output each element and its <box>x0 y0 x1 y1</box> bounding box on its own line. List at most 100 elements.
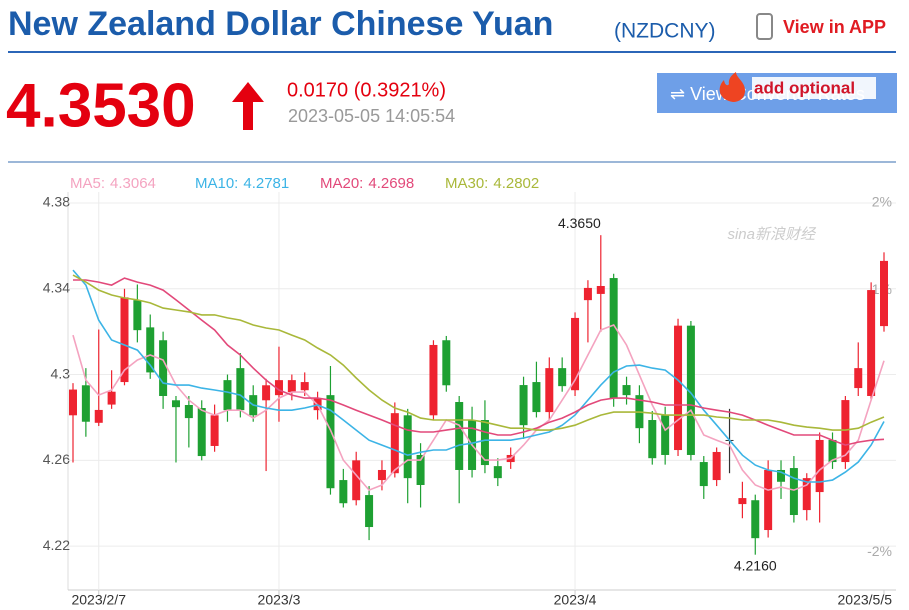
symbol: (NZDCNY) <box>614 20 715 43</box>
up-arrow <box>232 82 264 130</box>
candle-body <box>583 287 592 301</box>
candle-body <box>429 344 438 416</box>
candle-body <box>223 380 232 411</box>
candle-body <box>236 368 245 411</box>
candle-body <box>262 385 271 401</box>
candle-body <box>107 391 116 405</box>
candle-body <box>69 389 77 416</box>
candle-body <box>880 260 888 327</box>
candle-body <box>81 385 90 422</box>
candle-body <box>674 325 683 451</box>
candle-body <box>764 469 773 531</box>
legend: MA5: 4.3064 MA10: 4.2781 MA20: 4.2698 MA30: 4.2… <box>70 175 539 192</box>
candle-body <box>841 400 850 463</box>
candle-body <box>480 420 489 466</box>
ma-line <box>72 274 885 431</box>
candle-body <box>287 380 296 393</box>
candle-body <box>738 498 747 505</box>
candle-body <box>455 402 464 470</box>
legend-value: 4.2781 <box>243 175 289 192</box>
candle-body <box>828 439 837 463</box>
overlay-bg <box>752 77 876 99</box>
candle-body <box>365 495 374 528</box>
legend-value: 4.2698 <box>368 175 414 192</box>
ma-line <box>73 277 885 446</box>
candle-body <box>159 340 168 396</box>
candle-body <box>558 368 567 387</box>
legend-name: MA10: <box>195 175 238 192</box>
x-tick-label: 2023/2/7 <box>71 592 126 608</box>
legend-value: 4.2802 <box>493 175 539 192</box>
max-label: 4.3650 <box>558 215 601 231</box>
candle-body <box>661 415 670 455</box>
candle-body <box>686 325 695 455</box>
y2-tick-label: -2% <box>867 543 892 559</box>
candle-body <box>300 382 309 391</box>
price: 4.3530 <box>6 71 196 140</box>
title: New Zealand Dollar Chinese Yuan <box>8 5 553 43</box>
candle-body <box>94 409 103 423</box>
candle-body <box>274 380 283 396</box>
candle-body <box>390 413 399 474</box>
candle-body <box>493 466 502 479</box>
x-tick-label: 2023/4 <box>554 592 597 608</box>
candle-body <box>146 327 155 373</box>
candle-body <box>184 405 193 419</box>
candle-body <box>416 454 425 485</box>
phone-icon <box>756 13 773 40</box>
candle-body <box>802 478 811 511</box>
candle-body <box>699 462 708 487</box>
candle-body <box>609 278 618 399</box>
legend-value: 4.3064 <box>110 175 156 192</box>
candle-body <box>352 460 361 501</box>
legend-entry: MA20: 4.2698 <box>320 175 414 192</box>
y-tick-label: 4.38 <box>43 194 70 210</box>
candle-body <box>171 400 180 408</box>
candle-body <box>648 420 657 459</box>
legend-name: MA20: <box>320 175 363 192</box>
candle-body <box>854 368 863 389</box>
flame-icon <box>719 72 746 102</box>
change: 0.0170 (0.3921%) <box>287 79 446 101</box>
y2-tick-label: 2% <box>872 194 892 210</box>
candle-body <box>777 469 786 482</box>
candle-body <box>815 439 824 493</box>
overlay-text[interactable]: add optional <box>754 78 855 97</box>
candle-body <box>789 468 798 516</box>
candle-body <box>326 395 335 489</box>
legend-entry: MA5: 4.3064 <box>70 175 156 192</box>
legend-name: MA30: <box>445 175 488 192</box>
candle-body <box>403 415 412 479</box>
app-link[interactable]: View in APP <box>783 17 886 37</box>
y-tick-label: 4.34 <box>43 279 70 295</box>
candle-body <box>339 480 348 504</box>
y-tick-label: 4.3 <box>51 365 71 381</box>
candle-body <box>442 340 451 386</box>
legend-entry: MA30: 4.2802 <box>445 175 539 192</box>
candle-body <box>210 415 219 446</box>
candle-body <box>120 297 129 383</box>
ma-line <box>72 324 885 492</box>
y-tick-label: 4.22 <box>43 537 70 553</box>
candle-body <box>197 408 206 457</box>
y-tick-label: 4.26 <box>43 451 70 467</box>
min-label: 4.2160 <box>734 557 777 573</box>
candle-body <box>622 385 631 396</box>
time: 2023-05-05 14:05:54 <box>288 106 455 126</box>
watermark: sina新浪财经 <box>727 226 817 243</box>
legend-entry: MA10: 4.2781 <box>195 175 289 192</box>
x-tick-label: 2023/3 <box>258 592 301 608</box>
candle-body <box>596 285 605 294</box>
candle-body <box>519 385 528 426</box>
x-tick-label: 2023/5/5 <box>838 592 893 608</box>
candle-body <box>133 300 142 331</box>
candle-body <box>377 469 386 481</box>
candle-body <box>532 382 541 413</box>
legend-name: MA5: <box>70 175 105 192</box>
candle-body <box>751 500 760 539</box>
candle-body <box>545 368 554 413</box>
candle-body <box>571 317 580 391</box>
candle-body <box>867 290 876 396</box>
candle-body <box>712 451 721 481</box>
